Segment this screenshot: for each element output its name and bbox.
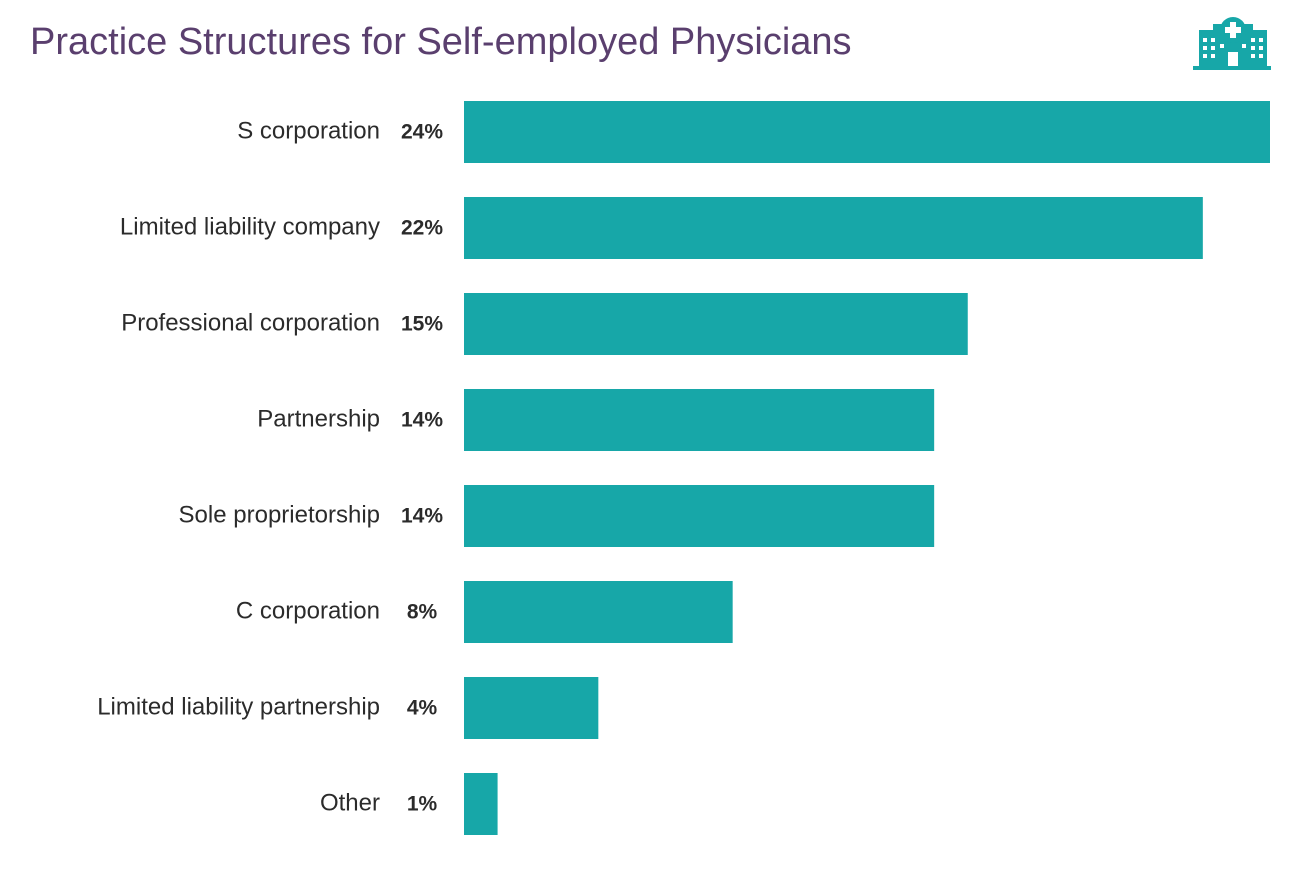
category-label: Other	[320, 789, 380, 816]
value-label: 1%	[407, 793, 438, 816]
value-label: 8%	[407, 601, 438, 624]
bar	[464, 389, 935, 451]
category-label: Partnership	[257, 405, 380, 432]
bar	[464, 485, 935, 547]
value-label: 24%	[401, 121, 443, 144]
category-label: Limited liability partnership	[97, 693, 380, 720]
category-label: S corporation	[237, 117, 380, 144]
value-label: 22%	[401, 217, 443, 240]
chart-title: Practice Structures for Self-employed Ph…	[30, 21, 852, 63]
bar	[464, 677, 599, 739]
bar	[464, 293, 968, 355]
value-label: 4%	[407, 697, 438, 720]
bar	[464, 773, 498, 835]
category-label: C corporation	[236, 597, 380, 624]
category-label: Professional corporation	[121, 309, 380, 336]
category-label: Limited liability company	[120, 213, 380, 240]
bar	[464, 581, 733, 643]
category-label: Sole proprietorship	[179, 501, 380, 528]
hospital-icon	[1193, 17, 1271, 70]
value-label: 14%	[401, 505, 443, 528]
bar	[464, 101, 1270, 163]
bar	[464, 197, 1203, 259]
value-label: 14%	[401, 409, 443, 432]
value-label: 15%	[401, 313, 443, 336]
